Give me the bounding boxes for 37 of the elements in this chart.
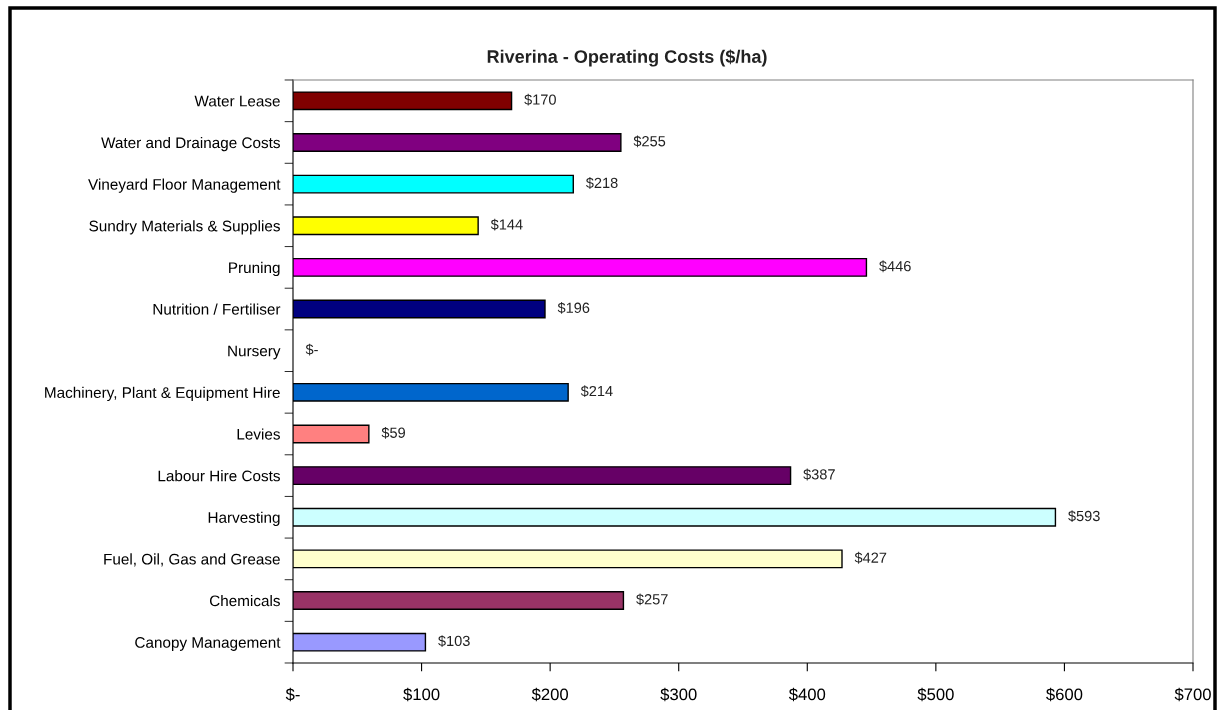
data-label: $427 bbox=[854, 551, 887, 564]
data-label: $218 bbox=[585, 177, 618, 189]
x-tick-label: $600 bbox=[1046, 687, 1083, 702]
data-label: $103 bbox=[438, 635, 470, 647]
data-label: $446 bbox=[879, 260, 911, 273]
data-label: $257 bbox=[636, 593, 668, 606]
data-label: $144 bbox=[490, 218, 523, 231]
data-label: $387 bbox=[803, 468, 835, 481]
x-tick-label: $200 bbox=[531, 687, 569, 702]
data-label: $170 bbox=[524, 93, 556, 106]
y-tick-label: Water Lease bbox=[194, 95, 280, 107]
data-label: $255 bbox=[633, 135, 666, 148]
y-tick-label: Vineyard Floor Management bbox=[88, 178, 281, 193]
x-tick-label: $500 bbox=[917, 687, 954, 702]
y-tick-label: Nursery bbox=[228, 345, 281, 360]
y-tick-label: Water and Drainage Costs bbox=[101, 136, 280, 152]
y-tick-label: Sundry Materials & Supplies bbox=[89, 220, 280, 235]
chart-title: Riverina - Operating Costs ($/ha) bbox=[487, 49, 767, 67]
y-tick-label: Chemicals bbox=[209, 595, 280, 607]
x-tick-label: $700 bbox=[1174, 687, 1211, 702]
y-tick-label: Canopy Management bbox=[135, 637, 281, 651]
x-tick-label: $- bbox=[285, 687, 300, 702]
data-label: $214 bbox=[580, 385, 613, 398]
x-tick-label: $400 bbox=[788, 687, 826, 702]
y-tick-label: Nutrition / Fertiliser bbox=[153, 303, 281, 315]
x-tick-label: $300 bbox=[660, 687, 697, 702]
data-label: $59 bbox=[381, 426, 405, 439]
y-tick-label: Pruning bbox=[229, 261, 280, 277]
x-tick-label: $100 bbox=[403, 687, 440, 702]
data-label: $593 bbox=[1068, 510, 1100, 523]
y-tick-label: Fuel, Oil, Gas and Grease bbox=[104, 553, 280, 567]
y-tick-label: Harvesting bbox=[208, 511, 280, 526]
y-tick-label: Levies bbox=[237, 428, 280, 440]
y-tick-label: Labour Hire Costs bbox=[158, 470, 280, 482]
data-label: $- bbox=[305, 343, 318, 356]
y-tick-label: Machinery, Plant & Equipment Hire bbox=[45, 386, 280, 402]
data-label: $196 bbox=[557, 302, 590, 314]
